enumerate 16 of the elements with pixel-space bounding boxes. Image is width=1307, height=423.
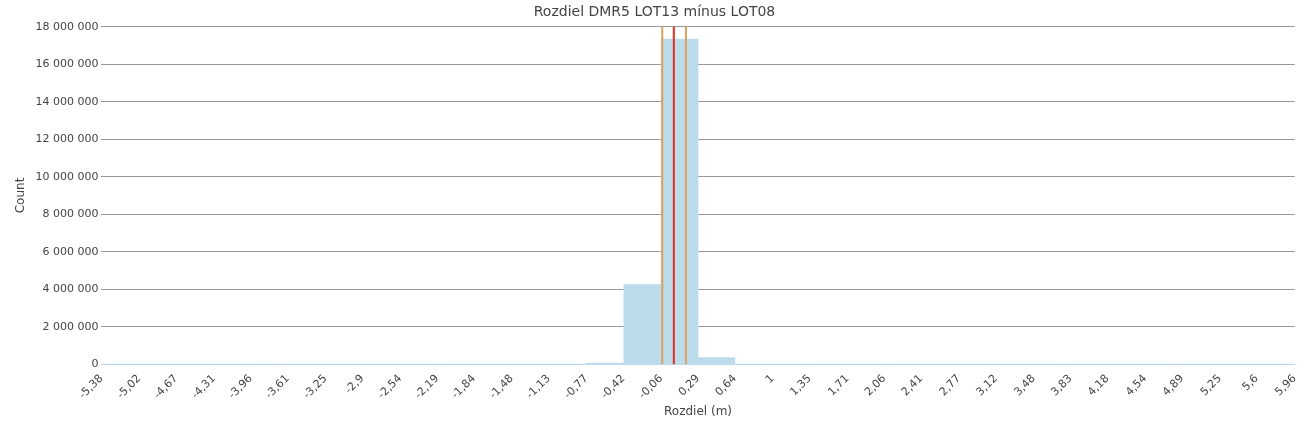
y-tick-label: 16 000 000 (35, 57, 99, 71)
y-tick-label: 6 000 000 (42, 244, 99, 258)
y-tick-label: 0 (91, 357, 99, 370)
y-axis-title: Count (13, 177, 28, 214)
y-tick-label: 10 000 000 (35, 169, 99, 183)
y-tick-label: 18 000 000 (35, 19, 99, 33)
y-tick-label: 2 000 000 (42, 319, 99, 333)
x-tick-label: -2,9 (342, 371, 367, 397)
y-tick-label: 8 000 000 (42, 207, 99, 221)
y-tick-label: 14 000 000 (35, 94, 99, 108)
x-tick-label: 1 (762, 371, 777, 386)
x-axis-title: Rozdiel (m) (664, 403, 733, 418)
y-tick-label: 4 000 000 (42, 282, 99, 296)
x-tick-label: 5,6 (1239, 371, 1261, 394)
chart-title: Rozdiel DMR5 LOT13 mínus LOT08 (533, 3, 776, 20)
y-tick-label: 12 000 000 (35, 132, 99, 146)
